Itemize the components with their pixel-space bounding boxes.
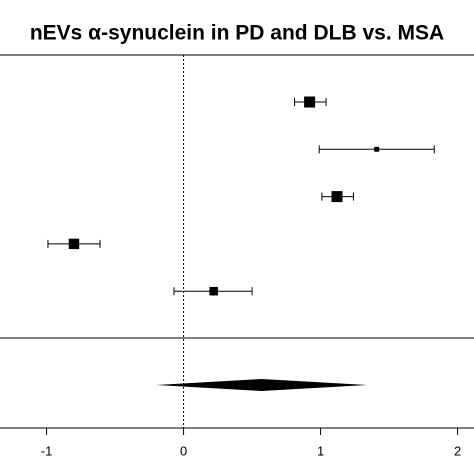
x-tick-label: -1 — [41, 443, 53, 458]
x-tick-label: 0 — [180, 443, 187, 458]
estimate-box — [331, 191, 343, 203]
x-tick-label: 2 — [454, 443, 461, 458]
estimate-box — [209, 286, 218, 296]
estimate-box — [304, 96, 316, 108]
summary-diamond — [156, 379, 368, 391]
x-tick-label: 1 — [317, 443, 324, 458]
estimate-box — [374, 146, 380, 152]
chart-title: nEVs α-synuclein in PD and DLB vs. MSA — [30, 22, 444, 45]
estimate-box — [68, 238, 80, 250]
